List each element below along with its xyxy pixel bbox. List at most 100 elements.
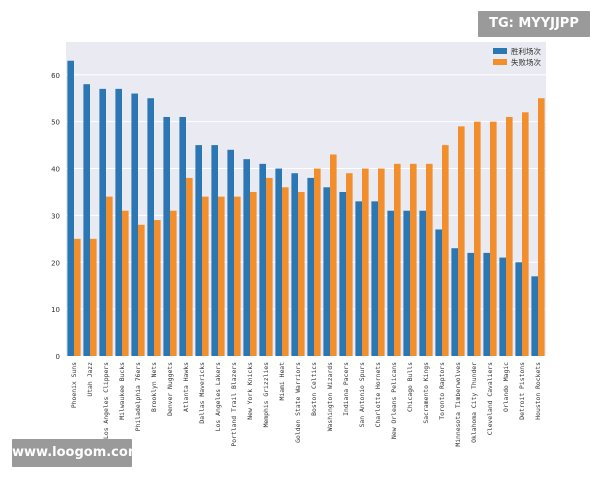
x-tick-label: Los Angeles Clippers	[102, 362, 110, 439]
bar-losses	[186, 177, 193, 356]
bar-wins	[115, 88, 122, 357]
bar-wins	[163, 116, 170, 356]
y-tick-label: 30	[51, 212, 60, 220]
bar-losses	[106, 196, 113, 356]
x-tick-label: Detroit Pistons	[518, 362, 526, 420]
bar-losses	[330, 154, 337, 356]
grid-lines	[66, 74, 546, 357]
bar-losses	[490, 121, 497, 357]
y-tick-label: 50	[51, 119, 60, 127]
bar-losses	[426, 163, 433, 356]
x-tick-label: Philadelphia 76ers	[134, 362, 142, 431]
x-tick-label: Sacramento Kings	[422, 362, 430, 424]
x-tick-label: Portland Trail Blazers	[230, 362, 238, 447]
bar-losses	[474, 121, 481, 357]
bar-losses	[90, 238, 97, 356]
x-tick-label: Golden State Warriors	[294, 362, 302, 443]
x-tick-label: Boston Celtics	[310, 362, 318, 416]
bar-wins	[515, 262, 522, 356]
bar-losses	[298, 191, 305, 356]
x-tick-label: Indiana Pacers	[342, 362, 350, 416]
bar-losses	[442, 145, 449, 356]
bar-wins	[227, 149, 234, 356]
y-tick-label: 40	[51, 166, 60, 174]
bar-wins	[259, 163, 266, 356]
bar-wins	[131, 93, 138, 356]
x-tick-label: Miami Heat	[278, 362, 286, 401]
bar-wins	[291, 173, 298, 356]
legend-label-wins: 胜利场次	[511, 46, 541, 56]
bar-losses	[282, 187, 289, 356]
bar-losses	[458, 126, 465, 356]
y-tick-label: 10	[51, 306, 60, 314]
bar-losses	[266, 177, 273, 356]
bar-losses	[346, 173, 353, 356]
bar-losses	[74, 238, 81, 356]
y-axis-tick-labels: 0 10 20 30 40 50 60	[51, 72, 60, 361]
bar-wins	[67, 60, 74, 356]
legend-swatch-losses	[493, 59, 507, 65]
watermark-top: TG: MYYJJPP	[478, 11, 590, 37]
x-tick-label: Atlanta Hawks	[182, 362, 190, 412]
x-tick-label: Orlando Magic	[502, 362, 510, 412]
bar-wins	[387, 210, 394, 356]
bar-wins	[275, 168, 282, 356]
x-tick-label: Charlotte Hornets	[374, 362, 382, 428]
bar-losses	[202, 196, 209, 356]
bar-wins	[403, 210, 410, 356]
bar-wins	[243, 159, 250, 356]
x-tick-label: Brooklyn Nets	[150, 362, 158, 412]
bar-losses	[362, 168, 369, 356]
legend-label-losses: 失败场次	[511, 57, 541, 67]
x-tick-label: Oklahoma City Thunder	[470, 362, 478, 443]
x-tick-label: Los Angeles Lakers	[214, 362, 222, 431]
x-tick-label: Minnesota Timberwolves	[454, 362, 462, 447]
bar-wins	[307, 177, 314, 356]
bars	[67, 60, 545, 357]
y-tick-label: 20	[51, 259, 60, 267]
bar-wins	[355, 201, 362, 356]
x-tick-label: Phoenix Suns	[70, 362, 78, 408]
y-tick-label: 60	[51, 72, 60, 80]
x-tick-label: Chicago Bulls	[406, 362, 414, 412]
x-tick-label: Denver Nuggets	[166, 362, 174, 416]
x-tick-label: Cleveland Cavaliers	[486, 362, 494, 435]
bar-losses	[410, 163, 417, 356]
bar-wins	[195, 145, 202, 356]
bar-wins	[99, 88, 106, 357]
bar-losses	[522, 112, 529, 356]
watermark-bottom: www.loogom.com	[12, 439, 141, 467]
x-tick-label: Milwaukee Bucks	[118, 362, 126, 420]
bar-wins	[483, 252, 490, 356]
x-tick-label: Memphis Grizzlies	[262, 362, 270, 428]
bar-losses	[122, 210, 129, 356]
bar-losses	[250, 191, 257, 356]
x-axis-tick-labels: Phoenix Suns Utah Jazz Los Angeles Clipper…	[70, 362, 542, 447]
bar-wins	[179, 116, 186, 356]
bar-wins	[339, 191, 346, 356]
plot-background	[66, 42, 546, 356]
legend-swatch-wins	[493, 48, 507, 54]
x-tick-label: Dallas Mavericks	[198, 362, 206, 424]
bar-losses	[378, 168, 385, 356]
bar-wins	[451, 248, 458, 356]
bar-wins	[211, 145, 218, 356]
bar-wins	[531, 276, 538, 356]
bar-wins	[419, 210, 426, 356]
y-tick-label: 0	[56, 353, 60, 361]
x-tick-label: San Antonio Spurs	[358, 362, 366, 428]
bar-wins	[147, 98, 154, 357]
bar-losses	[138, 224, 145, 356]
bar-losses	[170, 210, 177, 356]
bar-wins	[323, 187, 330, 356]
x-tick-label: New Orleans Pelicans	[390, 362, 398, 439]
x-tick-label: Toronto Raptors	[438, 362, 446, 420]
x-tick-label: New York Knicks	[246, 362, 254, 420]
bar-losses	[234, 196, 241, 356]
bar-losses	[218, 196, 225, 356]
bar-wins	[435, 229, 442, 356]
bar-losses	[506, 116, 513, 356]
bar-wins	[371, 201, 378, 356]
bar-losses	[154, 220, 161, 356]
